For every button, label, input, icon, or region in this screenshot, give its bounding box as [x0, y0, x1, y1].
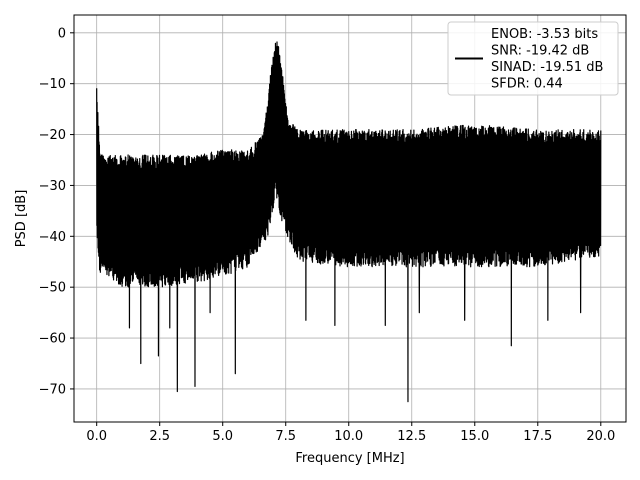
- x-tick-label: 7.5: [275, 429, 296, 444]
- x-tick-label: 15.0: [460, 429, 489, 444]
- x-tick-label: 5.0: [212, 429, 233, 444]
- y-tick-label: −30: [39, 179, 66, 194]
- psd-trace: [96, 41, 602, 403]
- y-axis: 0 −10 −20 −30 −40 −50 −60 −70: [39, 26, 74, 397]
- x-tick-label: 0.0: [86, 429, 107, 444]
- y-tick-label: −60: [39, 332, 66, 347]
- legend-entry-line: ENOB: -3.53 bits: [491, 27, 598, 42]
- x-axis: 0.0 2.5 5.0 7.5 10.0 12.5 15.0 17.5 20.0: [86, 422, 615, 444]
- y-tick-label: −50: [39, 281, 66, 296]
- axes-frame: [73, 14, 627, 423]
- x-tick-label: 12.5: [397, 429, 426, 444]
- x-tick-label: 2.5: [149, 429, 170, 444]
- psd-series-line: [96, 41, 602, 403]
- plot-frame: [73, 14, 627, 423]
- x-tick-label: 17.5: [523, 429, 552, 444]
- legend-entry-line: SFDR: 0.44: [491, 77, 563, 92]
- x-tick-label: 10.0: [334, 429, 363, 444]
- y-tick-label: −40: [39, 230, 66, 245]
- legend-entry-line: SINAD: -19.51 dB: [491, 60, 603, 75]
- y-tick-label: −10: [39, 77, 66, 92]
- y-axis-label: PSD [dB]: [14, 190, 29, 248]
- x-tick-label: 20.0: [586, 429, 615, 444]
- x-axis-label: Frequency [MHz]: [295, 451, 404, 466]
- legend-box: [447, 21, 619, 96]
- legend-entry-line: SNR: -19.42 dB: [491, 44, 589, 59]
- y-tick-label: −70: [39, 382, 66, 397]
- y-tick-label: 0: [58, 26, 66, 41]
- y-tick-label: −20: [39, 128, 66, 143]
